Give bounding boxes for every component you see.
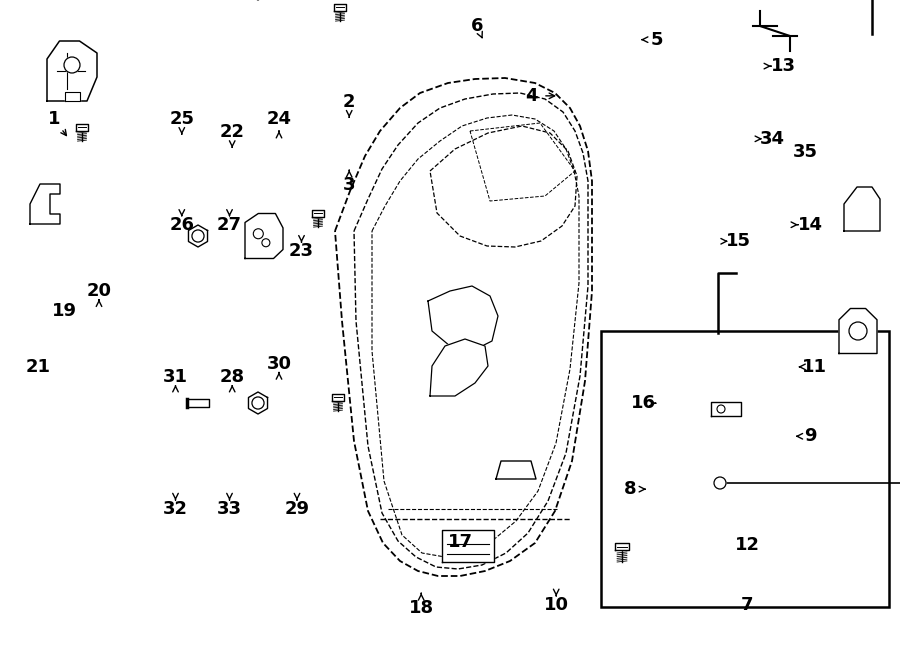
Polygon shape [442, 530, 494, 562]
Text: 34: 34 [760, 130, 785, 148]
Polygon shape [430, 339, 488, 396]
Text: 30: 30 [266, 354, 292, 373]
Polygon shape [428, 286, 498, 351]
Circle shape [192, 230, 204, 242]
Text: 15: 15 [725, 232, 751, 251]
Text: 33: 33 [217, 500, 242, 518]
Circle shape [717, 405, 725, 413]
Polygon shape [187, 399, 209, 407]
Text: 23: 23 [289, 242, 314, 260]
Text: 24: 24 [266, 110, 292, 128]
Polygon shape [839, 309, 877, 354]
Text: 20: 20 [86, 282, 112, 300]
Text: 10: 10 [544, 596, 569, 614]
Polygon shape [332, 394, 345, 401]
Text: 12: 12 [734, 536, 760, 555]
Text: 27: 27 [217, 215, 242, 234]
Text: 1: 1 [48, 110, 60, 128]
Text: 5: 5 [651, 30, 663, 49]
Circle shape [253, 229, 264, 239]
Circle shape [714, 477, 726, 489]
Polygon shape [248, 392, 267, 414]
Text: 26: 26 [169, 215, 194, 234]
Polygon shape [496, 461, 536, 479]
Polygon shape [334, 4, 346, 11]
Polygon shape [711, 402, 741, 416]
Text: 17: 17 [448, 533, 473, 551]
Polygon shape [311, 210, 324, 217]
Bar [601, 330, 889, 607]
Text: 18: 18 [409, 599, 434, 617]
Circle shape [262, 239, 270, 247]
Circle shape [849, 322, 867, 340]
Polygon shape [65, 92, 79, 101]
Text: 4: 4 [525, 87, 537, 105]
Text: 6: 6 [471, 17, 483, 36]
Text: 7: 7 [741, 596, 753, 614]
Text: 16: 16 [631, 394, 656, 412]
Polygon shape [844, 187, 880, 231]
Polygon shape [188, 225, 208, 247]
Text: 21: 21 [25, 358, 50, 376]
Polygon shape [47, 41, 97, 101]
Text: 25: 25 [169, 110, 194, 128]
Text: 8: 8 [624, 480, 636, 498]
Text: 9: 9 [804, 427, 816, 446]
Text: 14: 14 [797, 215, 823, 234]
Text: 13: 13 [770, 57, 796, 75]
Polygon shape [245, 214, 283, 258]
Circle shape [64, 57, 80, 73]
Text: 28: 28 [220, 368, 245, 386]
Text: 11: 11 [802, 358, 827, 376]
Text: 29: 29 [284, 500, 310, 518]
Text: 32: 32 [163, 500, 188, 518]
Circle shape [252, 397, 264, 409]
Polygon shape [30, 184, 60, 224]
Polygon shape [76, 124, 88, 131]
Text: 19: 19 [52, 301, 77, 320]
Text: 22: 22 [220, 123, 245, 141]
Polygon shape [615, 543, 629, 551]
Text: 35: 35 [793, 143, 818, 161]
Text: 31: 31 [163, 368, 188, 386]
Text: 3: 3 [343, 176, 356, 194]
Text: 2: 2 [343, 93, 356, 112]
